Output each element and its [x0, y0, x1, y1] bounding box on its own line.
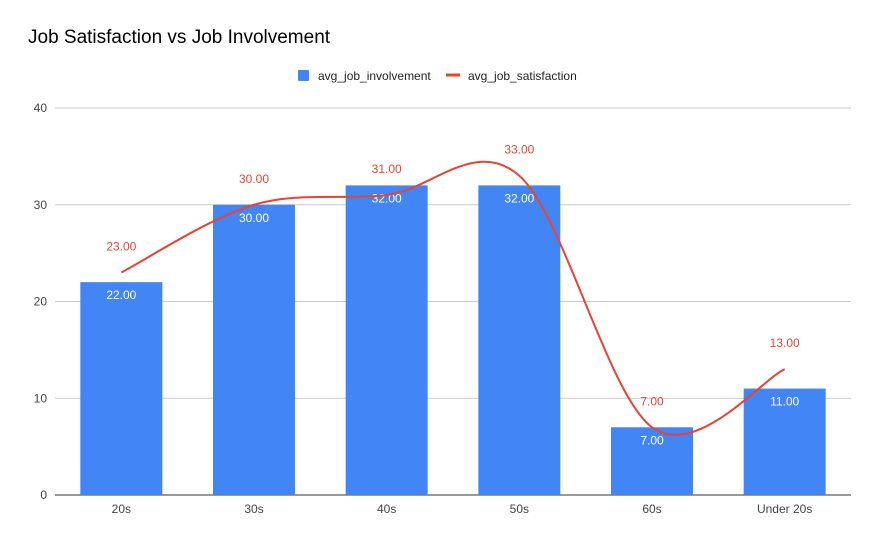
y-tick-label: 30 — [34, 198, 48, 212]
bar — [80, 282, 163, 495]
bar-data-label: 22.00 — [106, 288, 136, 302]
x-tick-label: 40s — [377, 502, 396, 516]
y-tick-label: 0 — [40, 488, 47, 502]
legend-label: avg_job_involvement — [318, 69, 431, 83]
bar — [611, 427, 693, 495]
x-tick-label: 60s — [642, 502, 661, 516]
x-tick-label: 30s — [244, 502, 263, 516]
line-data-label: 31.00 — [372, 162, 402, 176]
bar — [345, 185, 428, 495]
line-data-label: 30.00 — [239, 172, 269, 186]
legend-swatch-bar — [298, 70, 309, 81]
bar — [213, 204, 295, 495]
x-tick-label: Under 20s — [757, 502, 812, 516]
bar-data-label: 32.00 — [504, 191, 534, 205]
x-tick-label: 50s — [510, 502, 529, 516]
y-tick-label: 10 — [34, 391, 48, 405]
line-data-label: 13.00 — [770, 336, 800, 350]
line-data-label: 7.00 — [640, 394, 664, 408]
y-tick-label: 20 — [34, 295, 48, 309]
y-tick-label: 40 — [34, 101, 48, 115]
bar-data-label: 11.00 — [770, 395, 799, 409]
chart-title: Job Satisfaction vs Job Involvement — [28, 27, 331, 48]
bar — [743, 388, 826, 495]
series-line — [120, 160, 786, 436]
legend-label: avg_job_satisfaction — [468, 69, 577, 83]
line-data-label: 33.00 — [504, 143, 534, 157]
bar-data-label: 7.00 — [640, 433, 664, 447]
line-data-label: 23.00 — [106, 239, 136, 253]
bar — [478, 185, 561, 495]
x-tick-label: 20s — [112, 502, 131, 516]
bar-data-label: 30.00 — [239, 211, 269, 225]
